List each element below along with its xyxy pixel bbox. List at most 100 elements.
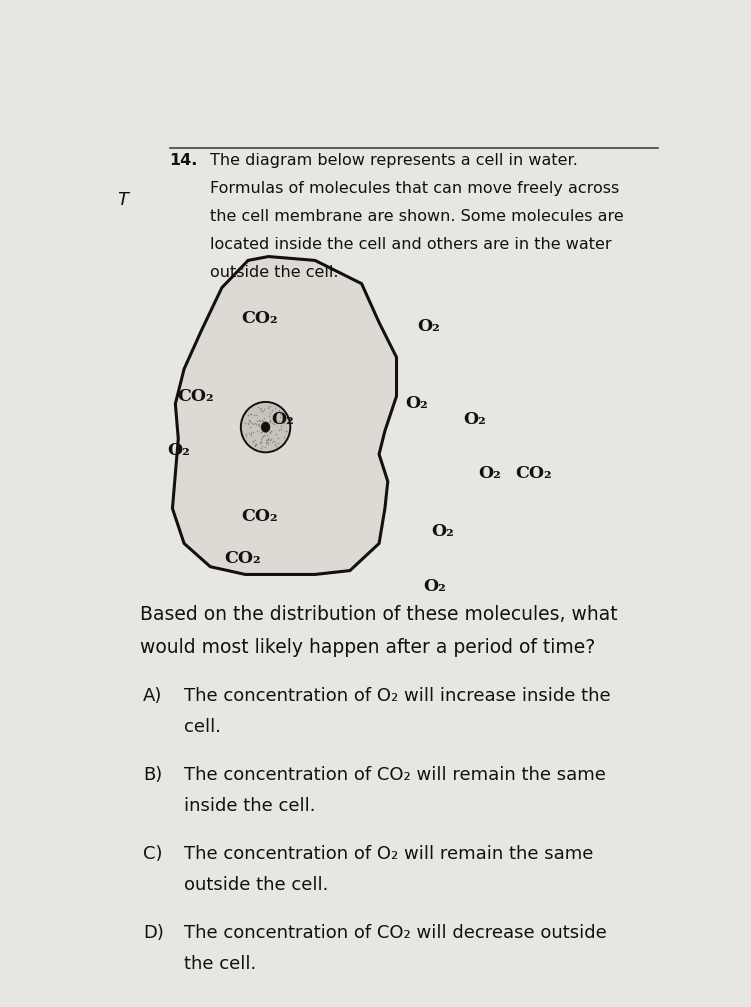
Text: O₂: O₂	[432, 524, 454, 541]
Point	[266, 433, 278, 449]
Point	[264, 413, 276, 429]
Point	[267, 416, 279, 432]
Point	[243, 425, 255, 441]
Point	[247, 433, 259, 449]
Text: inside the cell.: inside the cell.	[184, 797, 315, 815]
Point	[261, 424, 273, 440]
Point	[255, 433, 267, 449]
Point	[262, 436, 274, 452]
Point	[264, 398, 276, 414]
Point	[253, 416, 265, 432]
Point	[280, 423, 292, 439]
Point	[246, 406, 258, 422]
Point	[242, 416, 254, 432]
Point	[249, 407, 261, 423]
Point	[261, 399, 273, 415]
Point	[245, 406, 257, 422]
Point	[254, 401, 266, 417]
Point	[267, 407, 279, 423]
Point	[242, 415, 254, 431]
Text: D): D)	[143, 924, 164, 943]
Point	[255, 400, 267, 416]
Point	[275, 405, 287, 421]
Text: O₂: O₂	[463, 411, 487, 428]
Point	[279, 423, 291, 439]
Point	[255, 434, 267, 450]
Point	[251, 423, 263, 439]
Point	[253, 413, 265, 429]
Text: T: T	[117, 190, 128, 208]
Point	[256, 418, 268, 434]
Point	[270, 437, 282, 453]
Point	[264, 424, 276, 440]
Point	[264, 408, 276, 424]
Point	[249, 415, 261, 431]
Point	[273, 403, 285, 419]
Point	[245, 425, 257, 441]
Point	[255, 424, 267, 440]
Text: The diagram below represents a cell in water.: The diagram below represents a cell in w…	[210, 153, 578, 168]
Text: The concentration of CO₂ will remain the same: The concentration of CO₂ will remain the…	[184, 766, 606, 784]
Point	[262, 401, 274, 417]
Point	[256, 412, 268, 428]
Text: 14.: 14.	[170, 153, 198, 168]
Point	[269, 436, 281, 452]
Point	[249, 437, 261, 453]
Point	[263, 408, 275, 424]
Point	[279, 429, 291, 445]
Point	[265, 423, 277, 439]
Point	[260, 416, 272, 432]
Point	[264, 412, 276, 428]
Point	[261, 432, 273, 448]
Point	[275, 418, 287, 434]
Point	[261, 431, 273, 447]
Point	[275, 415, 287, 431]
Point	[262, 434, 274, 450]
Point	[264, 406, 276, 422]
Point	[249, 437, 261, 453]
Text: O₂: O₂	[417, 318, 440, 334]
Text: O₂: O₂	[406, 396, 428, 412]
Point	[255, 413, 267, 429]
Point	[275, 422, 287, 438]
Point	[270, 404, 282, 420]
Point	[273, 413, 285, 429]
Text: CO₂: CO₂	[241, 310, 278, 327]
Polygon shape	[173, 257, 397, 574]
Point	[259, 439, 271, 455]
Point	[247, 424, 259, 440]
Text: outside the cell.: outside the cell.	[184, 876, 328, 894]
Text: B): B)	[143, 766, 163, 784]
Text: Based on the distribution of these molecules, what: Based on the distribution of these molec…	[140, 605, 618, 624]
Point	[262, 430, 274, 446]
Point	[258, 427, 270, 443]
Point	[247, 417, 259, 433]
Point	[251, 413, 263, 429]
Point	[267, 433, 279, 449]
Point	[267, 411, 279, 427]
Point	[242, 407, 254, 423]
Point	[250, 436, 262, 452]
Point	[252, 399, 264, 415]
Point	[243, 412, 255, 428]
Point	[270, 426, 282, 442]
Text: CO₂: CO₂	[177, 388, 214, 405]
Point	[258, 401, 270, 417]
Point	[273, 422, 285, 438]
Text: The concentration of O₂ will increase inside the: The concentration of O₂ will increase in…	[184, 687, 611, 705]
Point	[250, 407, 262, 423]
Point	[274, 409, 286, 425]
Point	[268, 413, 280, 429]
Point	[247, 434, 259, 450]
Point	[269, 400, 281, 416]
Text: located inside the cell and others are in the water: located inside the cell and others are i…	[210, 238, 612, 252]
Point	[264, 414, 276, 430]
Point	[249, 437, 261, 453]
Point	[256, 438, 268, 454]
Point	[240, 415, 252, 431]
Text: Formulas of molecules that can move freely across: Formulas of molecules that can move free…	[210, 181, 620, 196]
Point	[255, 403, 267, 419]
Point	[261, 434, 273, 450]
Point	[250, 436, 262, 452]
Text: cell.: cell.	[184, 718, 221, 736]
